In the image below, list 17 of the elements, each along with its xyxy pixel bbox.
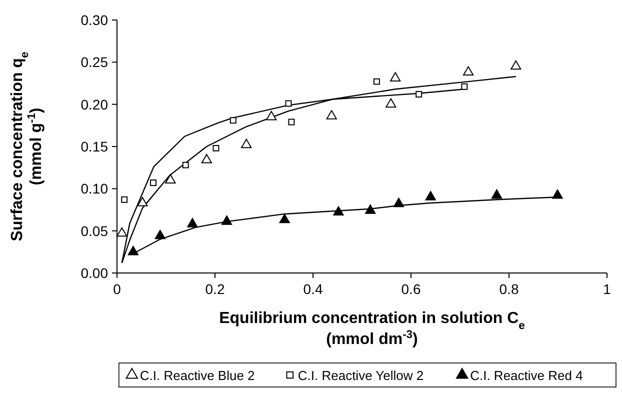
legend-label: C.I. Reactive Blue 2 (140, 368, 255, 383)
text: Equilibrium concentration in solution C$_{e}$ (mmol dm$^{-3}$) (219, 310, 525, 348)
x-tick-label: 0.6 (401, 281, 421, 297)
legend-label: C.I. Reactive Yellow 2 (298, 368, 424, 383)
y-tick-label: 0.10 (80, 180, 108, 197)
x-tick-label: 0 (113, 281, 122, 297)
y-tick-label: 0.25 (80, 54, 108, 70)
y-tick-label: 0.00 (80, 265, 108, 281)
x-tick-label: 0.4 (303, 281, 323, 297)
legend-label: C.I. Reactive Red 4 (470, 368, 583, 383)
y-tick-label: 0.20 (80, 96, 108, 112)
y-tick-label: 0.15 (80, 138, 108, 154)
y-tick-label: 0.05 (80, 222, 108, 239)
x-tick-label: 1 (603, 281, 612, 297)
x-tick-label: 0.8 (499, 281, 519, 297)
y-tick-label: 0.30 (80, 12, 108, 28)
x-tick-label: 0.2 (205, 281, 225, 297)
